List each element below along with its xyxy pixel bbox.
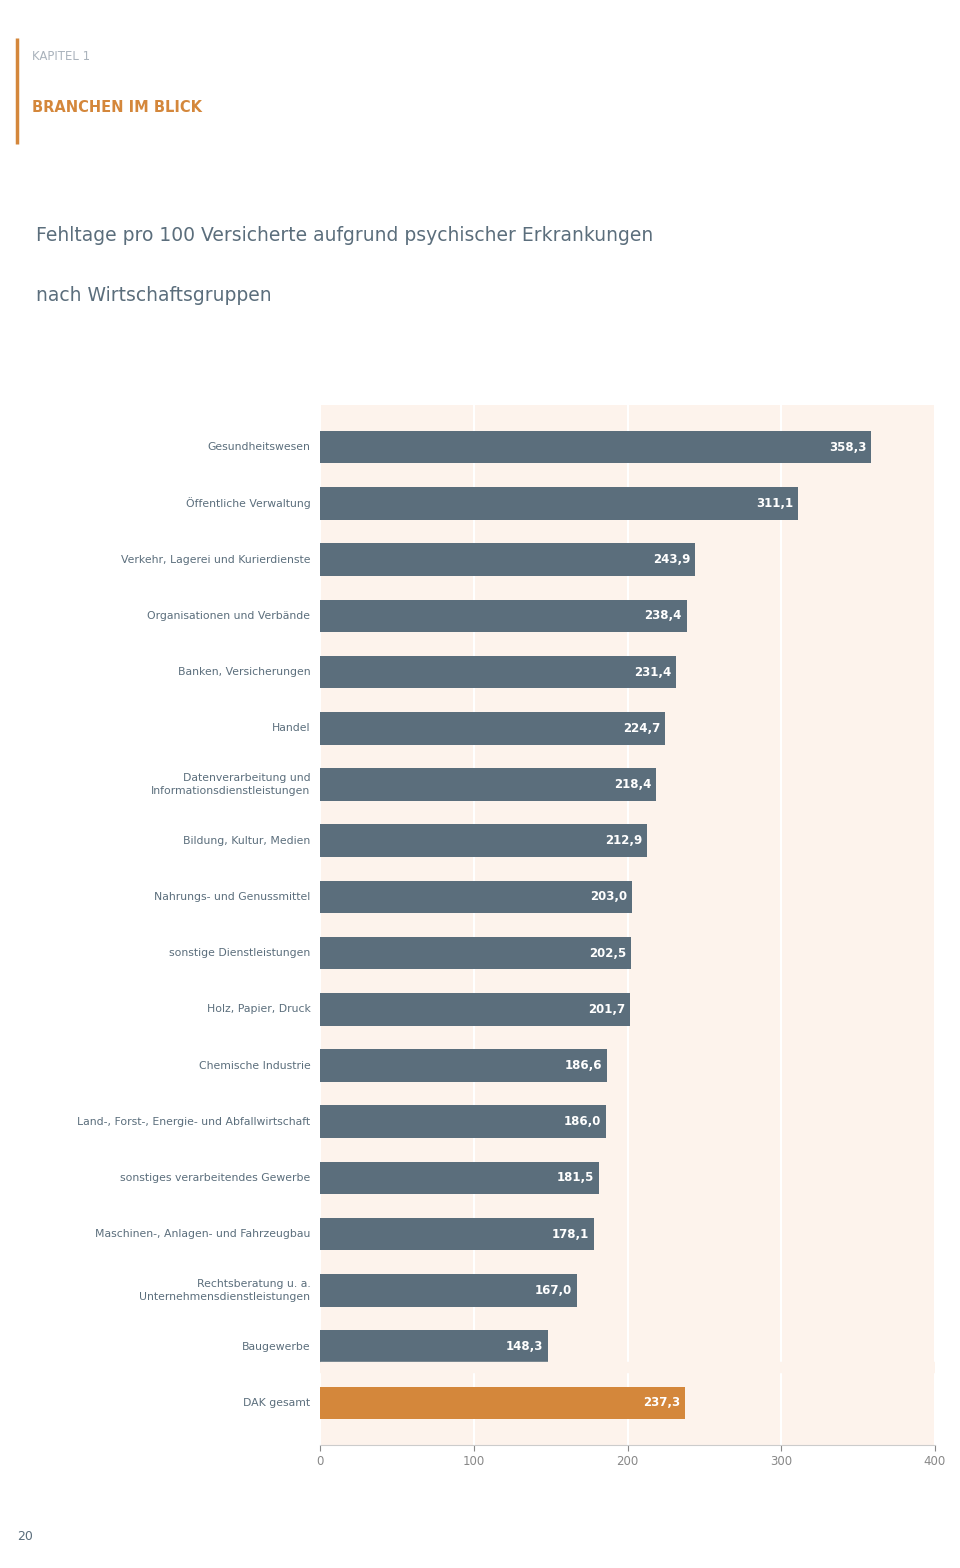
Text: Bildung, Kultur, Medien: Bildung, Kultur, Medien — [183, 836, 310, 845]
Text: BRANCHEN IM BLICK: BRANCHEN IM BLICK — [32, 100, 202, 116]
Bar — [320, 1162, 599, 1195]
Bar — [320, 993, 630, 1025]
Bar — [320, 936, 632, 969]
Text: Gesundheitswesen: Gesundheitswesen — [207, 442, 310, 452]
Text: nach Wirtschaftsgruppen: nach Wirtschaftsgruppen — [36, 285, 272, 306]
Text: 212,9: 212,9 — [606, 834, 643, 847]
Bar — [320, 1386, 684, 1419]
Text: Banken, Versicherungen: Banken, Versicherungen — [178, 666, 310, 677]
Text: 243,9: 243,9 — [653, 554, 690, 566]
Text: 186,6: 186,6 — [564, 1058, 602, 1073]
Text: Holz, Papier, Druck: Holz, Papier, Druck — [206, 1005, 310, 1014]
Text: Handel: Handel — [272, 723, 310, 734]
Text: 218,4: 218,4 — [613, 778, 651, 790]
Text: Öffentliche Verwaltung: Öffentliche Verwaltung — [185, 497, 310, 510]
Bar — [320, 1363, 935, 1372]
Bar — [320, 881, 632, 913]
Text: Baugewerbe: Baugewerbe — [242, 1342, 310, 1352]
Text: 237,3: 237,3 — [643, 1397, 681, 1410]
Bar — [320, 488, 799, 519]
Text: Land-, Forst-, Energie- und Abfallwirtschaft: Land-, Forst-, Energie- und Abfallwirtsc… — [77, 1116, 310, 1127]
Bar — [320, 431, 871, 464]
Text: Rechtsberatung u. a.
Unternehmensdienstleistungen: Rechtsberatung u. a. Unternehmensdienstl… — [139, 1279, 310, 1301]
Bar — [320, 543, 695, 575]
Text: 178,1: 178,1 — [552, 1228, 589, 1240]
Bar — [320, 655, 676, 688]
Text: 186,0: 186,0 — [564, 1115, 601, 1129]
Text: KAPITEL 1: KAPITEL 1 — [32, 50, 90, 63]
Text: 181,5: 181,5 — [557, 1171, 594, 1184]
Text: Nahrungs- und Genussmittel: Nahrungs- und Genussmittel — [155, 892, 310, 902]
Text: 311,1: 311,1 — [756, 497, 794, 510]
Bar — [320, 712, 665, 745]
Text: Chemische Industrie: Chemische Industrie — [199, 1060, 310, 1071]
Bar — [320, 1275, 577, 1306]
Text: DAK gesamt: DAK gesamt — [243, 1397, 310, 1408]
Text: 202,5: 202,5 — [589, 947, 627, 960]
Text: Maschinen-, Anlagen- und Fahrzeugbau: Maschinen-, Anlagen- und Fahrzeugbau — [95, 1229, 310, 1239]
Bar — [320, 768, 656, 801]
Text: 20: 20 — [17, 1530, 34, 1543]
Text: 203,0: 203,0 — [590, 891, 628, 903]
Text: Verkehr, Lagerei und Kurierdienste: Verkehr, Lagerei und Kurierdienste — [121, 555, 310, 564]
Text: Datenverarbeitung und
Informationsdienstleistungen: Datenverarbeitung und Informationsdienst… — [151, 773, 310, 795]
Bar — [320, 1218, 594, 1251]
Bar — [320, 825, 647, 858]
Text: 238,4: 238,4 — [644, 610, 682, 622]
Bar — [320, 1105, 606, 1138]
Text: sonstige Dienstleistungen: sonstige Dienstleistungen — [169, 949, 310, 958]
Text: sonstiges verarbeitendes Gewerbe: sonstiges verarbeitendes Gewerbe — [120, 1173, 310, 1182]
Text: 201,7: 201,7 — [588, 1004, 626, 1016]
Text: 358,3: 358,3 — [828, 441, 866, 453]
Text: Fehltage pro 100 Versicherte aufgrund psychischer Erkrankungen: Fehltage pro 100 Versicherte aufgrund ps… — [36, 226, 654, 245]
Text: 167,0: 167,0 — [535, 1284, 572, 1297]
Text: 231,4: 231,4 — [634, 665, 671, 679]
Text: Organisationen und Verbände: Organisationen und Verbände — [148, 612, 310, 621]
Text: 224,7: 224,7 — [624, 721, 660, 735]
Bar — [320, 599, 686, 632]
Bar — [320, 1330, 548, 1363]
Text: 148,3: 148,3 — [506, 1341, 543, 1353]
Bar — [320, 1049, 607, 1082]
